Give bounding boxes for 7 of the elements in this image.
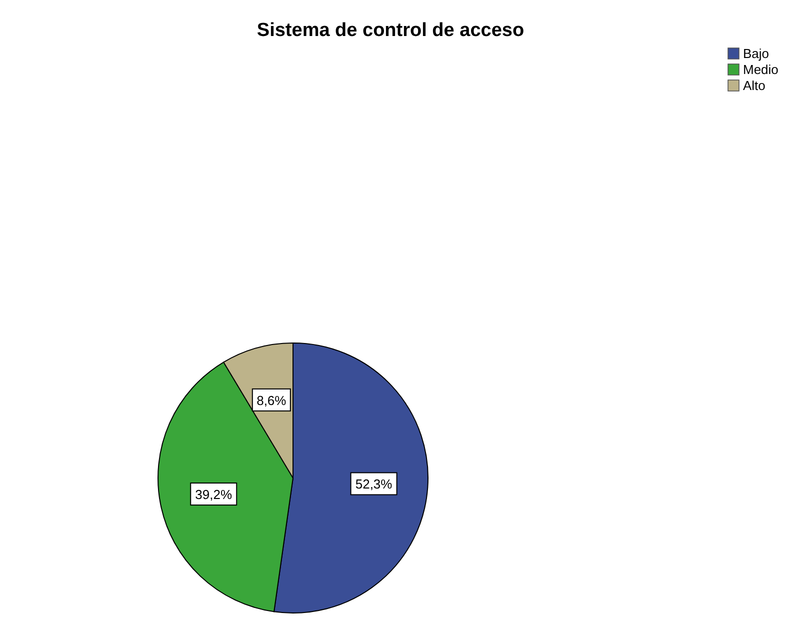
data-label: 52,3% (355, 476, 393, 492)
legend-label: Medio (743, 62, 778, 77)
data-label: 8,6% (256, 392, 287, 408)
chart-title: Sistema de control de acceso (256, 20, 524, 41)
legend-label: Alto (743, 78, 766, 93)
legend-label: Bajo (743, 46, 770, 61)
data-label: 39,2% (195, 487, 232, 502)
